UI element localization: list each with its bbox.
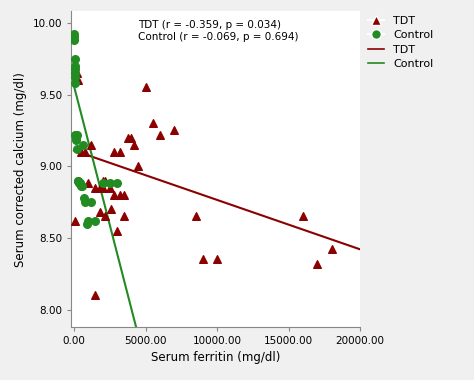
- Point: [96, 185, 103, 191]
- Point: [106, 180, 114, 187]
- Y-axis label: Serum corrected calcium (mg/dl): Serum corrected calcium (mg/dl): [14, 72, 27, 266]
- Point: [91, 292, 99, 298]
- Point: [213, 256, 221, 263]
- Point: [79, 142, 86, 148]
- Point: [199, 256, 207, 263]
- Point: [87, 199, 95, 205]
- X-axis label: Serum ferritin (mg/dl): Serum ferritin (mg/dl): [151, 352, 280, 364]
- Point: [113, 228, 121, 234]
- Point: [78, 183, 86, 189]
- Point: [142, 84, 149, 90]
- Point: [99, 177, 106, 184]
- Point: [71, 37, 78, 43]
- Point: [73, 146, 80, 152]
- Point: [72, 131, 79, 138]
- Point: [71, 66, 79, 72]
- Point: [77, 180, 84, 187]
- Point: [313, 261, 321, 267]
- Point: [328, 246, 336, 252]
- Point: [99, 185, 106, 191]
- Point: [73, 138, 80, 144]
- Point: [99, 180, 106, 187]
- Point: [135, 163, 142, 169]
- Point: [82, 199, 89, 205]
- Point: [110, 149, 118, 155]
- Point: [106, 185, 114, 191]
- Point: [77, 149, 85, 155]
- Point: [110, 192, 118, 198]
- Point: [71, 70, 79, 76]
- Point: [74, 177, 82, 184]
- Point: [128, 135, 135, 141]
- Point: [84, 218, 92, 224]
- Point: [108, 206, 115, 212]
- Point: [76, 180, 83, 187]
- Point: [125, 135, 132, 141]
- Point: [71, 31, 78, 37]
- Point: [116, 149, 124, 155]
- Point: [192, 213, 200, 219]
- Point: [87, 142, 95, 148]
- Point: [120, 213, 128, 219]
- Point: [299, 213, 307, 219]
- Point: [116, 192, 124, 198]
- Point: [113, 180, 121, 187]
- Point: [130, 142, 138, 148]
- Point: [101, 213, 109, 219]
- Point: [71, 63, 79, 69]
- Point: [82, 149, 89, 155]
- Point: [149, 120, 156, 126]
- Point: [71, 56, 78, 62]
- Point: [72, 218, 79, 224]
- Point: [73, 131, 81, 138]
- Point: [83, 220, 91, 226]
- Point: [80, 195, 88, 201]
- Point: [77, 183, 85, 189]
- Point: [75, 180, 83, 187]
- Point: [120, 192, 128, 198]
- Point: [72, 135, 80, 141]
- Point: [170, 127, 178, 133]
- Point: [70, 34, 78, 40]
- Point: [91, 185, 99, 191]
- Point: [91, 218, 99, 224]
- Point: [96, 209, 103, 215]
- Point: [73, 70, 81, 76]
- Legend: TDT, Control, TDT, Control: TDT, Control, TDT, Control: [363, 11, 438, 74]
- Point: [72, 131, 80, 138]
- Point: [101, 177, 109, 184]
- Point: [74, 177, 82, 184]
- Point: [156, 131, 164, 138]
- Point: [84, 180, 92, 187]
- Text: TDT (r = -0.359, p = 0.034)
Control (r = -0.069, p = 0.694): TDT (r = -0.359, p = 0.034) Control (r =…: [138, 20, 299, 41]
- Point: [72, 80, 79, 86]
- Point: [74, 77, 82, 83]
- Point: [71, 74, 79, 81]
